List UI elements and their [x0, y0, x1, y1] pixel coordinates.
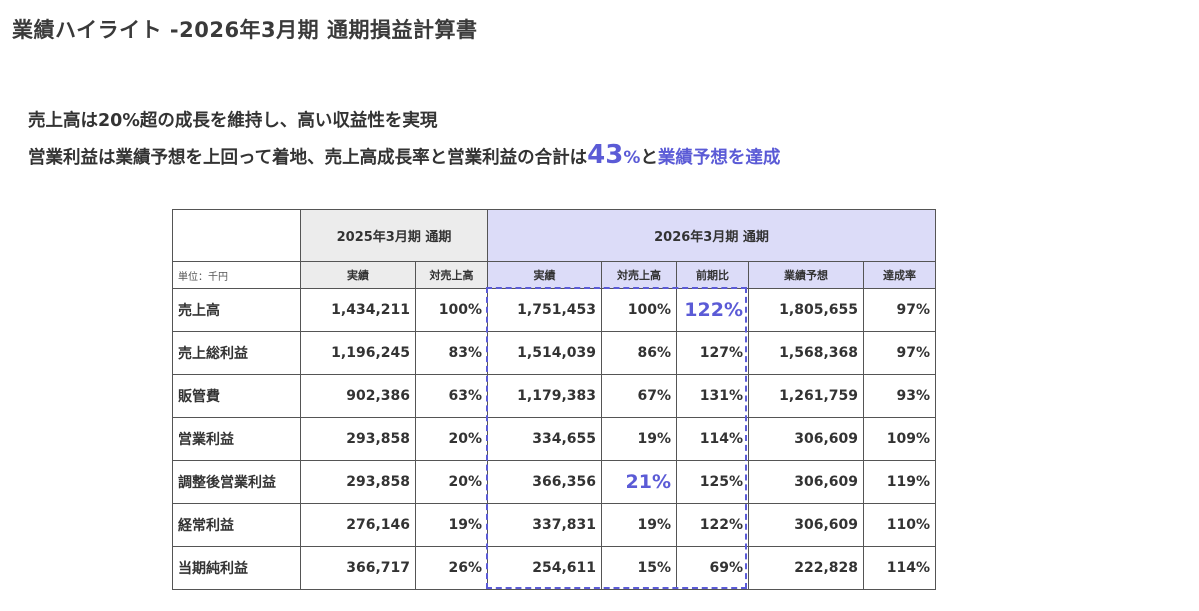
row-label: 当期純利益: [172, 546, 301, 590]
table-row: 当期純利益 366,717 26% 254,611 15% 69% 222,82…: [172, 546, 936, 590]
cell-2026-yoy-highlight: 122%: [676, 288, 749, 332]
table-row: 調整後営業利益 293,858 20% 366,356 21% 125% 306…: [172, 460, 936, 504]
cell-2025-actual: 1,434,211: [300, 288, 416, 332]
cell-2026-achievement: 119%: [863, 460, 936, 504]
cell-2026-yoy: 69%: [676, 546, 749, 590]
summary-line-2: 営業利益は業績予想を上回って着地、売上高成長率と営業利益の合計は43%と業績予想…: [28, 138, 780, 172]
row-label: 営業利益: [172, 417, 301, 461]
subheader-2026-ratio: 対売上高: [601, 261, 677, 289]
summary-line-2-prefix: 営業利益は業績予想を上回って着地、売上高成長率と営業利益の合計は: [28, 148, 588, 168]
cell-2026-ratio: 100%: [601, 288, 677, 332]
table-row: 経常利益 276,146 19% 337,831 19% 122% 306,60…: [172, 503, 936, 547]
income-statement-table: 2025年3月期 通期 2026年3月期 通期 単位：千円 実績 対売上高 実績…: [172, 209, 936, 590]
cell-2025-actual: 902,386: [300, 374, 416, 418]
cell-2026-actual: 337,831: [487, 503, 602, 547]
cell-2026-forecast: 306,609: [748, 460, 864, 504]
cell-2026-achievement: 109%: [863, 417, 936, 461]
highlight-summary: 売上高は20%超の成長を維持し、高い収益性を実現 営業利益は業績予想を上回って着…: [28, 104, 780, 172]
row-label: 売上高: [172, 288, 301, 332]
table-row: 販管費 902,386 63% 1,179,383 67% 131% 1,261…: [172, 374, 936, 418]
cell-2026-actual: 1,751,453: [487, 288, 602, 332]
cell-2026-achievement: 110%: [863, 503, 936, 547]
sub-header-row: 単位：千円 実績 対売上高 実績 対売上高 前期比 業績予想 達成率: [172, 261, 936, 289]
row-label: 売上総利益: [172, 331, 301, 375]
cell-2026-yoy: 131%: [676, 374, 749, 418]
cell-2026-actual: 254,611: [487, 546, 602, 590]
cell-2026-actual: 1,179,383: [487, 374, 602, 418]
row-label: 経常利益: [172, 503, 301, 547]
cell-2026-yoy: 122%: [676, 503, 749, 547]
cell-2026-forecast: 1,568,368: [748, 331, 864, 375]
header-fy2025: 2025年3月期 通期: [300, 209, 488, 262]
group-header-row: 2025年3月期 通期 2026年3月期 通期: [172, 209, 936, 262]
cell-2026-forecast: 306,609: [748, 503, 864, 547]
summary-line-2-mid: と: [640, 148, 658, 168]
row-label: 調整後営業利益: [172, 460, 301, 504]
cell-2026-actual: 366,356: [487, 460, 602, 504]
cell-2026-forecast: 1,261,759: [748, 374, 864, 418]
subheader-2026-actual: 実績: [487, 261, 602, 289]
cell-2025-ratio: 83%: [415, 331, 488, 375]
cell-2025-actual: 1,196,245: [300, 331, 416, 375]
cell-2026-achievement: 97%: [863, 288, 936, 332]
summary-line-1: 売上高は20%超の成長を維持し、高い収益性を実現: [28, 111, 438, 131]
cell-2026-ratio: 15%: [601, 546, 677, 590]
subheader-2026-forecast: 業績予想: [748, 261, 864, 289]
table-row: 営業利益 293,858 20% 334,655 19% 114% 306,60…: [172, 417, 936, 461]
cell-2026-ratio: 86%: [601, 331, 677, 375]
cell-2025-ratio: 100%: [415, 288, 488, 332]
forecast-achieved-text: 業績予想を達成: [657, 148, 781, 168]
subheader-2026-achievement: 達成率: [863, 261, 936, 289]
cell-2026-forecast: 1,805,655: [748, 288, 864, 332]
cell-2026-actual: 334,655: [487, 417, 602, 461]
cell-2025-actual: 366,717: [300, 546, 416, 590]
cell-2026-ratio-highlight: 21%: [601, 460, 677, 504]
cell-2025-ratio: 20%: [415, 417, 488, 461]
cell-2026-achievement: 97%: [863, 331, 936, 375]
cell-2025-ratio: 20%: [415, 460, 488, 504]
subheader-2026-yoy: 前期比: [676, 261, 749, 289]
cell-2026-ratio: 19%: [601, 503, 677, 547]
cell-2025-actual: 293,858: [300, 460, 416, 504]
cell-2026-achievement: 93%: [863, 374, 936, 418]
cell-2026-actual: 1,514,039: [487, 331, 602, 375]
cell-2025-ratio: 63%: [415, 374, 488, 418]
cell-2026-achievement: 114%: [863, 546, 936, 590]
header-fy2026: 2026年3月期 通期: [487, 209, 936, 262]
subheader-2025-ratio: 対売上高: [415, 261, 488, 289]
cell-2026-forecast: 306,609: [748, 417, 864, 461]
cell-2025-ratio: 26%: [415, 546, 488, 590]
growth-sum-value: 43: [587, 140, 624, 170]
subheader-2025-actual: 実績: [300, 261, 416, 289]
page-title: 業績ハイライト -2026年3月期 通期損益計算書: [12, 18, 478, 42]
unit-label: 単位：千円: [172, 261, 301, 289]
cell-2026-yoy: 125%: [676, 460, 749, 504]
table-row: 売上総利益 1,196,245 83% 1,514,039 86% 127% 1…: [172, 331, 936, 375]
cell-2026-ratio: 19%: [601, 417, 677, 461]
cell-2025-actual: 293,858: [300, 417, 416, 461]
cell-2025-actual: 276,146: [300, 503, 416, 547]
cell-2025-ratio: 19%: [415, 503, 488, 547]
table-row: 売上高 1,434,211 100% 1,751,453 100% 122% 1…: [172, 288, 936, 332]
growth-sum-unit: %: [623, 148, 641, 168]
row-label: 販管費: [172, 374, 301, 418]
header-corner: [172, 209, 301, 262]
cell-2026-yoy: 127%: [676, 331, 749, 375]
cell-2026-ratio: 67%: [601, 374, 677, 418]
cell-2026-yoy: 114%: [676, 417, 749, 461]
cell-2026-forecast: 222,828: [748, 546, 864, 590]
